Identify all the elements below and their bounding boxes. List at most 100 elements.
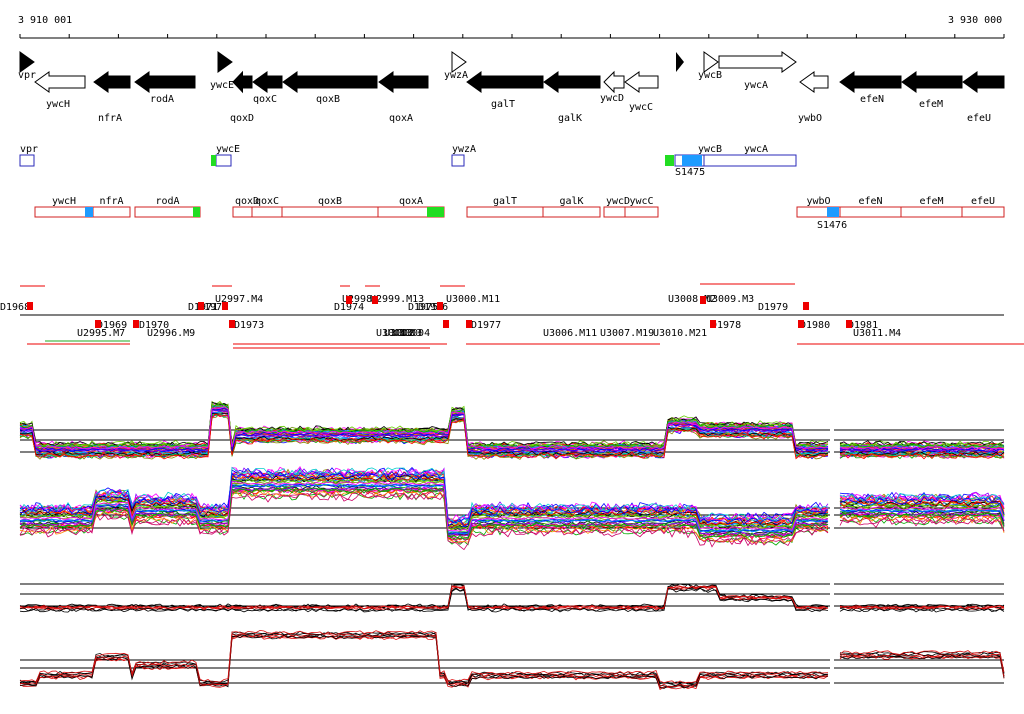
gene-arrow-shape bbox=[839, 71, 902, 93]
segment-label-bottom: D1977 bbox=[471, 320, 501, 331]
blue-mark bbox=[85, 207, 93, 217]
reverse-box-efeN: efeN bbox=[839, 196, 902, 218]
segment-label-bottom: D1973 bbox=[234, 320, 264, 331]
gene-arrow-shape bbox=[451, 51, 467, 73]
gene-ywcA: ywcA bbox=[718, 51, 797, 91]
gene-ywzA: ywzA bbox=[444, 51, 468, 81]
expression-line bbox=[19, 583, 1005, 609]
gene-arrow-shape bbox=[799, 71, 829, 93]
segment-label-top: U2997.M4 bbox=[215, 294, 263, 305]
gene-ywcC: ywcC bbox=[624, 71, 659, 113]
gene-label: galT bbox=[491, 99, 515, 110]
reverse-site-label: S1476 bbox=[817, 220, 847, 231]
reverse-box-label: ywcD bbox=[606, 196, 630, 207]
segment-marker bbox=[372, 296, 378, 304]
segment-marker bbox=[229, 320, 235, 328]
expression-line bbox=[19, 633, 1005, 688]
reverse-box bbox=[466, 206, 544, 218]
expression-line bbox=[19, 474, 1005, 528]
green-mark bbox=[211, 155, 216, 166]
expression-line bbox=[19, 491, 1005, 551]
segment-label-bottom: U3001 bbox=[376, 328, 406, 339]
gene-arrow-shape bbox=[34, 71, 86, 93]
blue-mark bbox=[827, 207, 839, 217]
segment-marker bbox=[222, 302, 228, 310]
gene-label: ywbO bbox=[798, 113, 822, 124]
gene-qoxA: qoxA bbox=[378, 71, 429, 124]
gene-arrow-shape bbox=[217, 51, 233, 73]
gene-ywcH: ywcH bbox=[34, 71, 86, 110]
ruler: 3 910 001 3 930 000 bbox=[18, 15, 1005, 39]
expression-line bbox=[19, 412, 1005, 457]
segment-label-bottom: U3007.M19 bbox=[600, 328, 654, 339]
expression-line bbox=[19, 633, 1005, 688]
segment-label-bottom: U3010.M21 bbox=[653, 328, 707, 339]
expression-line bbox=[19, 634, 1005, 689]
forward-box-ywcA: ywcA bbox=[703, 144, 797, 167]
gene-arrow-shape bbox=[282, 71, 378, 93]
segment-label-bottom: D1970 bbox=[139, 320, 169, 331]
segment-marker bbox=[798, 320, 804, 328]
segment-label-top: D1979 bbox=[758, 302, 788, 313]
gene-label: ywcD bbox=[600, 93, 624, 104]
segment-label-bottom: U2995.M7 bbox=[77, 328, 125, 339]
forward-box-ywzA: ywzA bbox=[451, 144, 476, 167]
segment-label-top: U3008.M2 bbox=[668, 294, 716, 305]
gene-label: nfrA bbox=[98, 113, 122, 124]
reverse-box bbox=[232, 206, 253, 218]
reverse-box-label: ywbO bbox=[807, 196, 831, 207]
segment-marker bbox=[133, 320, 139, 328]
gene-arrow-shape bbox=[703, 51, 719, 73]
expression-line bbox=[19, 403, 1005, 450]
reverse-box bbox=[839, 206, 902, 218]
segment-marker bbox=[700, 296, 706, 304]
gene-arrow-shape bbox=[624, 71, 659, 93]
segments-track: D1968U2997.M4D1971D1972U2998U2999.M13D19… bbox=[0, 283, 1024, 349]
segment-marker bbox=[95, 320, 101, 328]
expression-line bbox=[19, 585, 1005, 610]
reverse-box-label: qoxD bbox=[235, 196, 259, 207]
gene-label: qoxB bbox=[316, 94, 340, 105]
reverse-box bbox=[900, 206, 963, 218]
reverse-box bbox=[34, 206, 94, 218]
reverse-box-label: qoxA bbox=[399, 196, 423, 207]
reverse-box-nfrA: nfrA bbox=[92, 196, 131, 218]
expression-line bbox=[19, 485, 1005, 537]
expression-line bbox=[19, 629, 1005, 685]
reverse-box-ywcH: ywcH bbox=[34, 196, 94, 218]
gene-label: ywcC bbox=[629, 102, 653, 113]
forward-box bbox=[215, 154, 232, 167]
segment-marker bbox=[466, 320, 472, 328]
reverse-box-label: ywcC bbox=[630, 196, 654, 207]
forward-box-label: ywcE bbox=[216, 144, 240, 155]
reverse-box-efeU: efeU bbox=[961, 196, 1005, 218]
gene-label: rodA bbox=[150, 94, 174, 105]
gene-arrow-shape bbox=[232, 70, 253, 94]
gene-galK: galK bbox=[543, 71, 601, 124]
expression-line bbox=[19, 477, 1005, 529]
gene-arrow-shape bbox=[378, 71, 429, 93]
gene-rodA: rodA bbox=[134, 71, 196, 105]
reverse-box-label: efeM bbox=[920, 196, 944, 207]
segment-label-top: D1976 bbox=[418, 302, 448, 313]
expression-line bbox=[19, 634, 1005, 689]
reverse-box bbox=[624, 206, 659, 218]
gene-arrow-shape bbox=[19, 51, 35, 73]
reverse-box-label: qoxC bbox=[255, 196, 279, 207]
gene-ywcD: ywcD bbox=[600, 70, 625, 104]
gene-ywcB: ywcB bbox=[698, 51, 722, 81]
gene-label: efeM bbox=[919, 99, 943, 110]
reverse-box-label: qoxB bbox=[318, 196, 342, 207]
segment-label-bottom: D1980 bbox=[800, 320, 830, 331]
reverse-box-galK: galK bbox=[542, 196, 601, 218]
expression-line bbox=[19, 409, 1005, 453]
reverse-box-label: ywcH bbox=[52, 196, 76, 207]
gene-arrow-shape bbox=[93, 71, 131, 93]
segment-label-bottom: U3004 bbox=[400, 328, 430, 339]
gene-arrow-shape bbox=[901, 71, 963, 93]
reverse-box-label: nfrA bbox=[100, 196, 124, 207]
reverse-box bbox=[281, 206, 379, 218]
expression-line bbox=[19, 487, 1005, 541]
segment-label-top: D1974 bbox=[334, 302, 364, 313]
